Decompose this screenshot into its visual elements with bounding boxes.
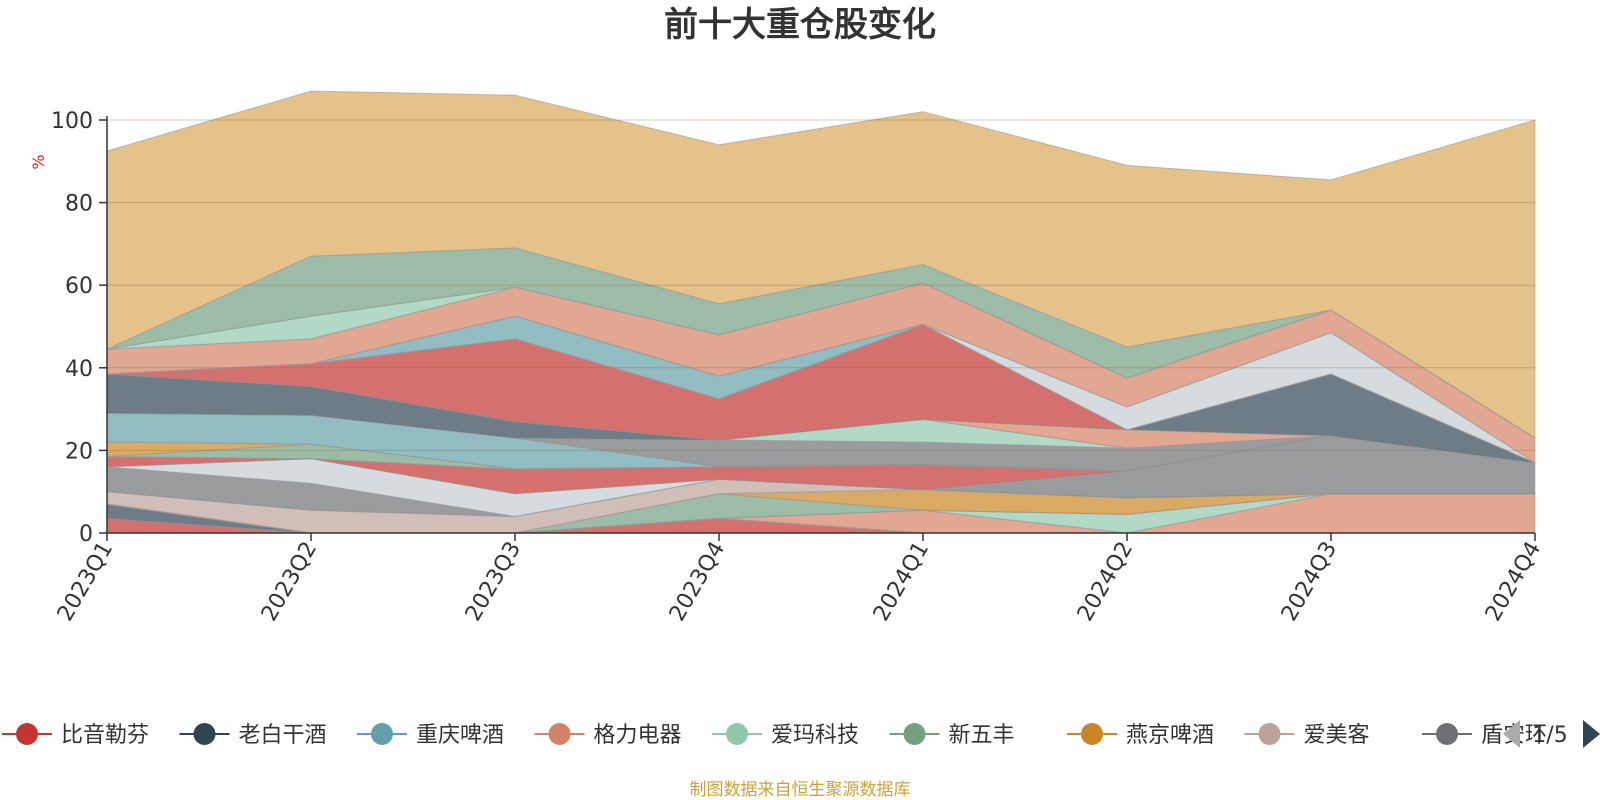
- legend-marker-icon: [16, 723, 38, 745]
- y-tick-label: 100: [51, 109, 93, 134]
- legend-marker-icon: [548, 723, 571, 745]
- x-tick-label: 2023Q3: [461, 538, 526, 626]
- legend-pager: 1/5: [1503, 720, 1600, 748]
- legend-item[interactable]: 盾安环: [1422, 723, 1547, 748]
- legend-label: 爱美客: [1304, 723, 1370, 748]
- legend-marker-icon: [903, 723, 926, 745]
- x-tick-label: 2024Q3: [1277, 538, 1342, 626]
- legend: 比音勒芬 老白干酒 重庆啤酒 格力电器 爱玛科技 新五丰 燕京啤酒 爱美客 盾安环: [2, 723, 1547, 748]
- legend-item[interactable]: 重庆啤酒: [357, 723, 504, 748]
- x-tick-label: 2024Q2: [1073, 538, 1138, 626]
- x-tick-label: 2023Q2: [257, 538, 322, 626]
- data-source-note: 制图数据来自恒生聚源数据库: [690, 780, 911, 800]
- legend-item[interactable]: 燕京啤酒: [1067, 723, 1214, 748]
- y-tick-label: 20: [65, 439, 93, 464]
- legend-marker-icon: [193, 723, 216, 745]
- chart-title: 前十大重仓股变化: [664, 5, 936, 45]
- legend-marker-icon: [1258, 723, 1281, 745]
- y-tick-label: 40: [65, 357, 93, 382]
- legend-item[interactable]: 老白干酒: [179, 723, 327, 748]
- legend-label: 格力电器: [594, 723, 682, 748]
- legend-item[interactable]: 格力电器: [534, 723, 682, 748]
- legend-label: 比音勒芬: [61, 723, 149, 748]
- legend-next-page-icon[interactable]: [1583, 720, 1600, 748]
- y-tick-label: 80: [65, 192, 93, 217]
- legend-item[interactable]: 爱美客: [1244, 723, 1370, 748]
- legend-marker-icon: [1436, 723, 1458, 745]
- x-tick-label: 2024Q1: [869, 538, 934, 626]
- series-layer: [106, 90, 1536, 534]
- legend-marker-icon: [1081, 723, 1103, 745]
- legend-label: 老白干酒: [239, 723, 327, 748]
- legend-marker-icon: [371, 723, 393, 745]
- y-tick-label: 60: [65, 274, 93, 299]
- legend-item[interactable]: 比音勒芬: [2, 723, 149, 748]
- legend-item[interactable]: 爱玛科技: [712, 723, 859, 748]
- y-tick-label: 0: [79, 522, 93, 547]
- legend-label: 重庆啤酒: [416, 723, 504, 748]
- grid-lines: [107, 119, 1535, 451]
- legend-label: 爱玛科技: [771, 723, 859, 748]
- area-series-25: [106, 90, 1536, 439]
- legend-marker-icon: [726, 723, 748, 745]
- legend-prev-page-icon[interactable]: [1503, 720, 1520, 748]
- x-tick-label: 2024Q4: [1481, 538, 1546, 626]
- y-axis-unit: %: [29, 154, 48, 169]
- x-tick-label: 2023Q4: [665, 538, 730, 626]
- legend-item[interactable]: 新五丰: [889, 723, 1015, 748]
- legend-label: 新五丰: [949, 723, 1015, 748]
- legend-label: 燕京啤酒: [1126, 723, 1214, 748]
- legend-page-indicator: 1/5: [1532, 723, 1567, 748]
- x-tick-label: 2023Q1: [53, 538, 118, 626]
